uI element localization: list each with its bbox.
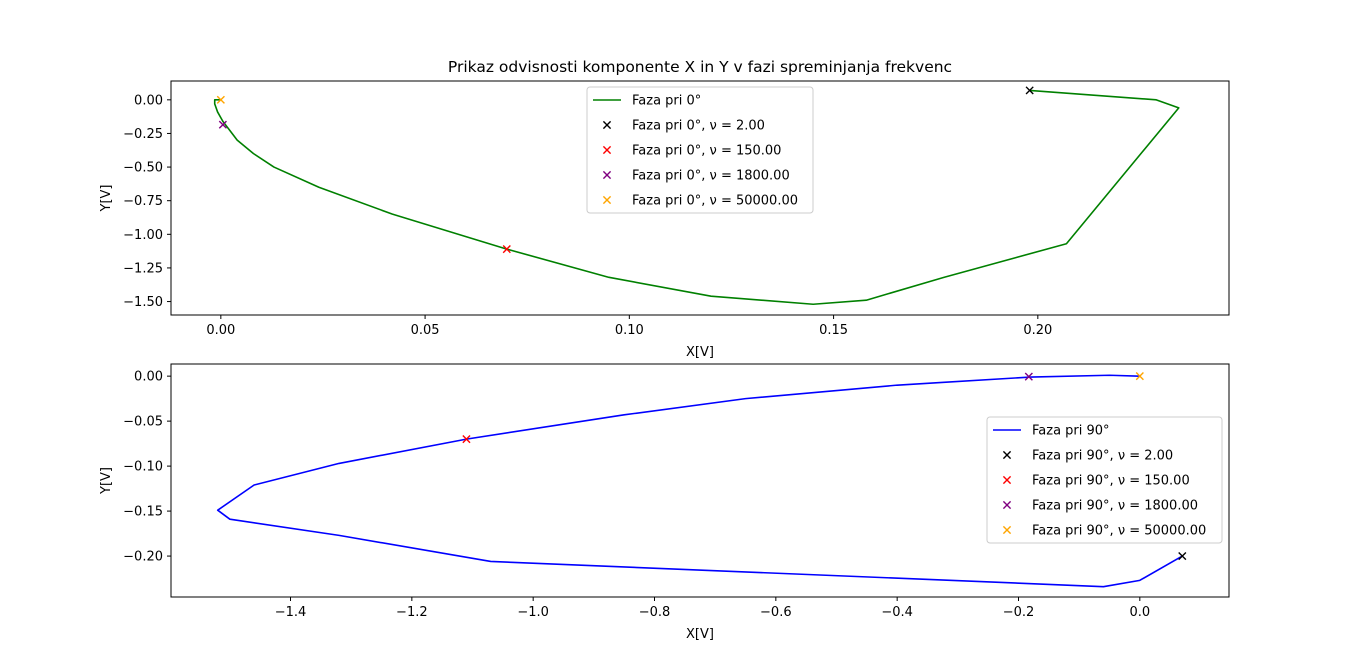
y-tick-label: −1.25 [123,261,163,276]
legend-label: Faza pri 0°, ν = 2.00 [632,119,765,134]
x-tick-label: −0.4 [881,605,913,620]
x-tick-label: 0.15 [819,323,848,338]
x-tick-label: 0.20 [1023,323,1052,338]
top-plot: 0.00 0.05 0.10 0.15 0.20 0.00 −0.25 −0.50 −0.75 −… [99,80,1230,360]
y-axis-label: Y[V] [99,467,114,495]
y-tick-label: −0.10 [123,460,163,475]
x-tick-label: −0.6 [760,605,792,620]
x-tick-label: 0.0 [1129,605,1150,620]
x-axis-label: X[V] [686,627,714,642]
x-tick-label: −1.4 [275,605,307,620]
y-tick-label: −1.00 [123,228,163,243]
y-tick-label: −0.25 [123,127,163,142]
legend-label: Faza pri 90°, ν = 1800.00 [1032,499,1198,514]
legend: Faza pri 0° Faza pri 0°, ν = 2.00 Faza pri… [586,86,814,214]
legend-label: Faza pri 0°, ν = 1800.00 [632,169,790,184]
y-tick-label: −0.75 [123,194,163,209]
legend-label: Faza pri 90°, ν = 150.00 [1032,474,1190,489]
data-point-marker-2 [502,245,511,254]
x-axis-label: X[V] [686,345,714,360]
legend-frame [586,86,814,214]
y-tick-label: −0.15 [123,505,163,520]
data-point-marker-4 [1135,372,1144,381]
legend-marker-handle [602,195,612,205]
series-line-0 [213,89,1180,306]
y-axis-label: Y[V] [99,185,114,213]
x-tick-label: −0.8 [639,605,671,620]
x-tick-label: −0.2 [1003,605,1035,620]
bottom-plot: −1.4 −1.2 −1.0 −0.8 −0.6 −0.4 −0.2 0.0 0.00 −0.05… [99,363,1230,642]
data-point-marker-1 [1178,551,1187,561]
legend-marker-handle [602,120,612,130]
legend-marker-handle [1002,500,1012,510]
data-point-marker-3 [1024,372,1033,381]
legend-label: Faza pri 90° [1032,424,1110,439]
y-tick-label: −0.05 [123,415,163,430]
data-point-marker-3 [218,120,227,129]
legend-label: Faza pri 0° [632,94,701,109]
legend-frame [986,416,1223,544]
legend-label: Faza pri 0°, ν = 50000.00 [632,194,798,209]
x-tick-label: −1.0 [517,605,549,620]
data-point-marker-2 [462,435,471,444]
chart-title: Prikaz odvisnosti komponente X in Y v fa… [448,58,952,76]
legend-marker-handle [1002,450,1012,460]
y-tick-label: −0.20 [123,550,163,565]
y-tick-label: 0.00 [134,370,163,385]
series-line-0 [216,374,1183,588]
data-point-marker-4 [216,95,225,104]
legend-marker-handle [602,170,612,180]
legend-marker-handle [1002,475,1012,485]
legend-label: Faza pri 90°, ν = 2.00 [1032,449,1173,464]
legend-marker-handle [602,145,612,155]
legend-marker-handle [1002,525,1012,535]
axes-frame [170,80,1230,316]
x-tick-label: 0.05 [411,323,440,338]
y-tick-label: 0.00 [134,93,163,108]
x-tick-label: 0.10 [615,323,644,338]
y-tick-label: −0.50 [123,161,163,176]
legend-label: Faza pri 90°, ν = 50000.00 [1032,524,1206,539]
data-point-marker-1 [1025,86,1034,95]
axes-frame [170,363,1230,598]
x-tick-label: 0.00 [206,323,235,338]
y-tick-label: −1.50 [123,295,163,310]
legend: Faza pri 90° Faza pri 90°, ν = 2.00 Faza p… [986,416,1223,544]
x-tick-label: −1.2 [396,605,428,620]
legend-label: Faza pri 0°, ν = 150.00 [632,144,781,159]
